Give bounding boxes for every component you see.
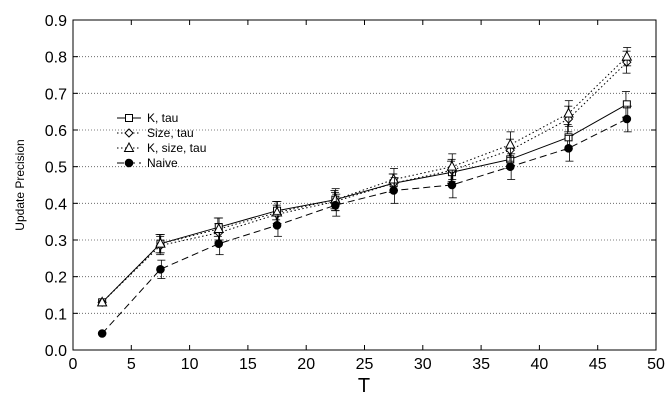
data-point-2: [96, 296, 108, 307]
data-point-0: [564, 133, 573, 142]
x-tick-label: 45: [589, 356, 607, 373]
series-line-2: [101, 56, 628, 303]
data-point-3: [389, 186, 398, 195]
x-tick-label: 30: [414, 356, 432, 373]
axis-ticks: 0.0 0.1 0.2 0.3 0.4 0.5 0.6 0.7 0.8 0.9 0 5 10 15 20 25…: [45, 13, 665, 373]
x-tick-label: 40: [531, 356, 549, 373]
x-tick-label: 20: [297, 356, 315, 373]
data-point-2: [563, 107, 574, 118]
series-markers: [96, 47, 633, 338]
x-tick-label: 35: [472, 356, 490, 373]
data-point-0: [622, 100, 631, 109]
y-tick-label: 0.3: [45, 233, 67, 250]
x-axis-title: T: [358, 375, 370, 397]
data-point-2: [155, 237, 166, 248]
y-tick-label: 0.6: [45, 123, 67, 140]
x-tick-label: 0: [69, 356, 78, 373]
y-axis-title: Update Precision: [13, 139, 27, 230]
x-tick-label: 25: [356, 356, 374, 373]
y-tick-label: 0.7: [45, 86, 67, 103]
x-tick-label: 50: [647, 356, 665, 373]
legend-marker: [123, 141, 135, 152]
x-tick-label: 15: [239, 356, 257, 373]
series-line-0: [101, 103, 628, 303]
data-point-2: [388, 173, 399, 184]
legend-label: Naive: [147, 156, 178, 170]
data-point-3: [331, 200, 340, 210]
y-tick-label: 0.1: [45, 306, 67, 323]
legend-marker: [125, 114, 133, 122]
data-point-3: [622, 114, 632, 124]
data-point-3: [156, 265, 165, 274]
y-tick-label: 0.9: [45, 13, 67, 30]
data-point-2: [446, 160, 458, 171]
y-tick-label: 0.0: [45, 343, 67, 360]
data-point-3: [214, 239, 224, 248]
legend-label: K, tau: [147, 111, 178, 125]
legend-label: Size, tau: [147, 126, 194, 140]
x-tick-label: 5: [127, 356, 136, 373]
y-tick-label: 0.4: [45, 196, 67, 213]
legend-marker: [124, 158, 134, 168]
series-lines: [101, 56, 628, 334]
x-tick-label: 10: [181, 356, 199, 373]
data-point-3: [272, 221, 282, 230]
y-tick-label: 0.8: [45, 50, 67, 67]
data-point-3: [97, 329, 107, 338]
y-tick-label: 0.2: [45, 270, 67, 287]
data-point-3: [447, 180, 457, 190]
data-point-3: [564, 144, 573, 153]
data-point-3: [505, 162, 515, 171]
series-line-3: [101, 118, 628, 334]
data-point-2: [621, 50, 633, 61]
y-tick-label: 0.5: [45, 160, 67, 177]
gridlines: [73, 56, 656, 314]
legend-marker: [124, 128, 134, 138]
legend-label: K, size, tau: [147, 141, 206, 155]
series-line-1: [101, 61, 628, 303]
data-point-2: [504, 138, 516, 149]
data-point-2: [271, 206, 283, 217]
